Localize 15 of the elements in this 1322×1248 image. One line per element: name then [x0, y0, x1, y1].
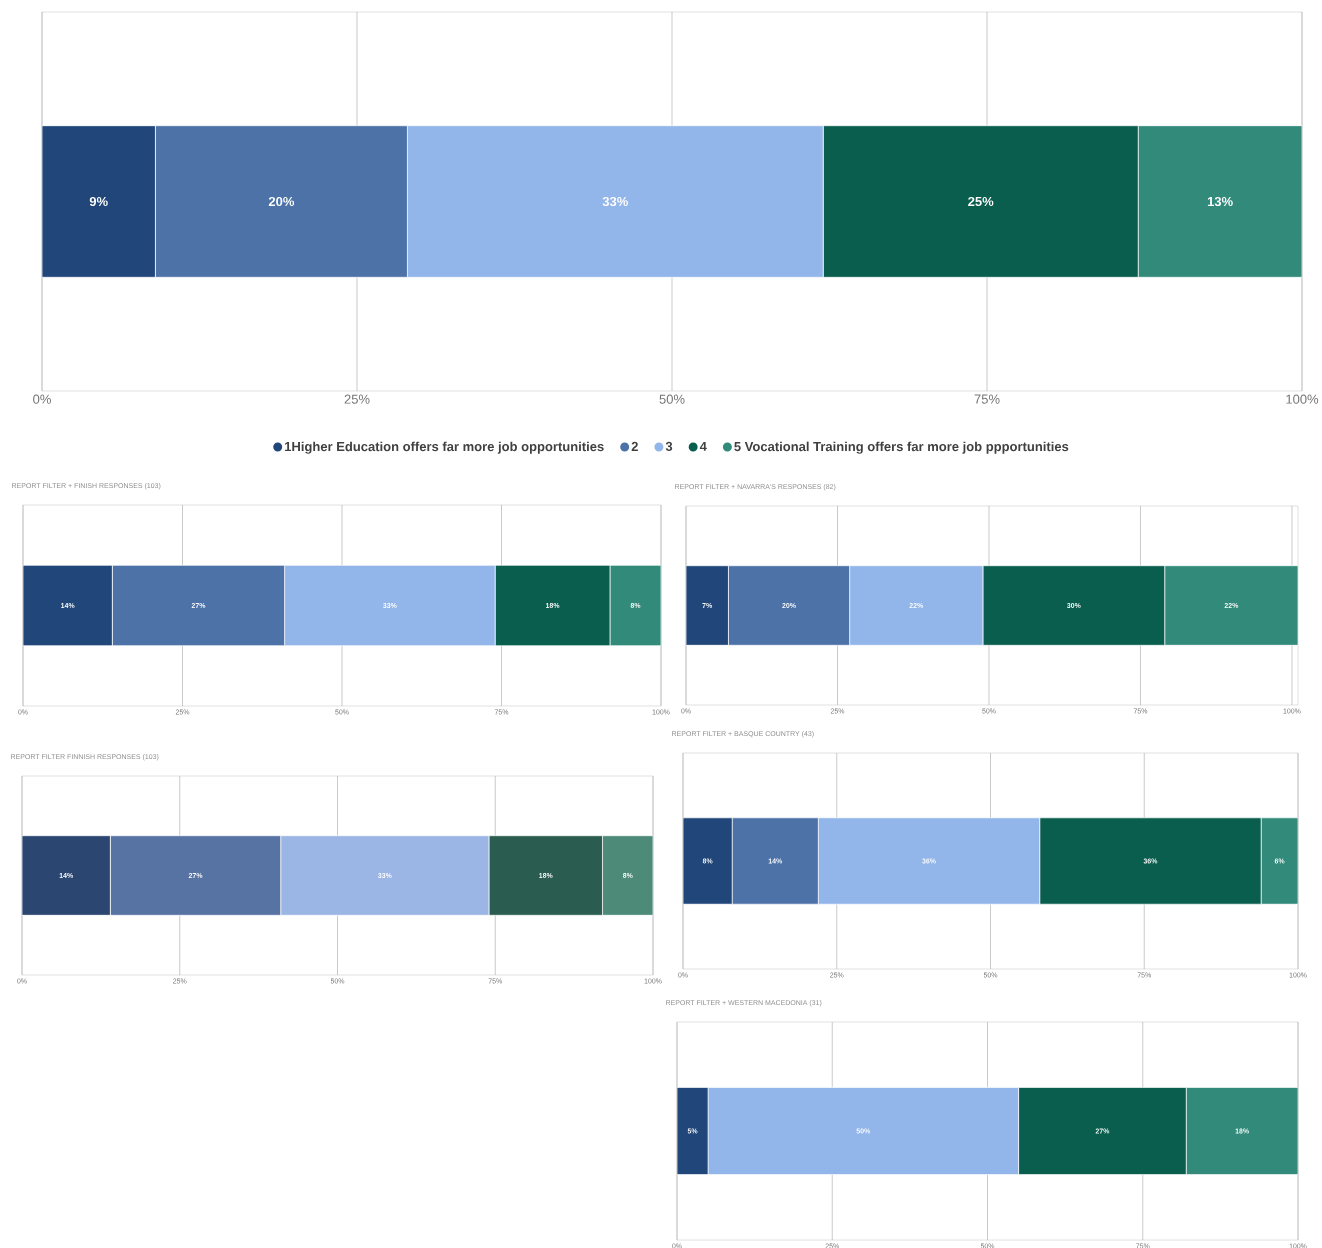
- x-tick-label: 100%: [1286, 394, 1319, 404]
- legend-label: 1Higher Education offers far more job opportunities: [285, 441, 604, 454]
- data-label: 13%: [1207, 196, 1233, 207]
- data-label: 33%: [602, 196, 628, 207]
- x-tick-label: 0%: [33, 394, 51, 404]
- legend-label: 2: [631, 441, 638, 451]
- data-label: 25%: [968, 196, 994, 207]
- data-label: 9%: [89, 196, 108, 207]
- legend-label: 4: [699, 441, 707, 451]
- x-tick-label: 50%: [659, 394, 685, 404]
- data-label: 20%: [268, 196, 295, 207]
- legend-label: 5 Vocational Training offers far more job ppportunities: [734, 441, 1069, 454]
- legend-label: 3: [665, 441, 673, 452]
- x-tick-label: 25%: [344, 394, 370, 404]
- x-tick-label: 75%: [974, 394, 1000, 404]
